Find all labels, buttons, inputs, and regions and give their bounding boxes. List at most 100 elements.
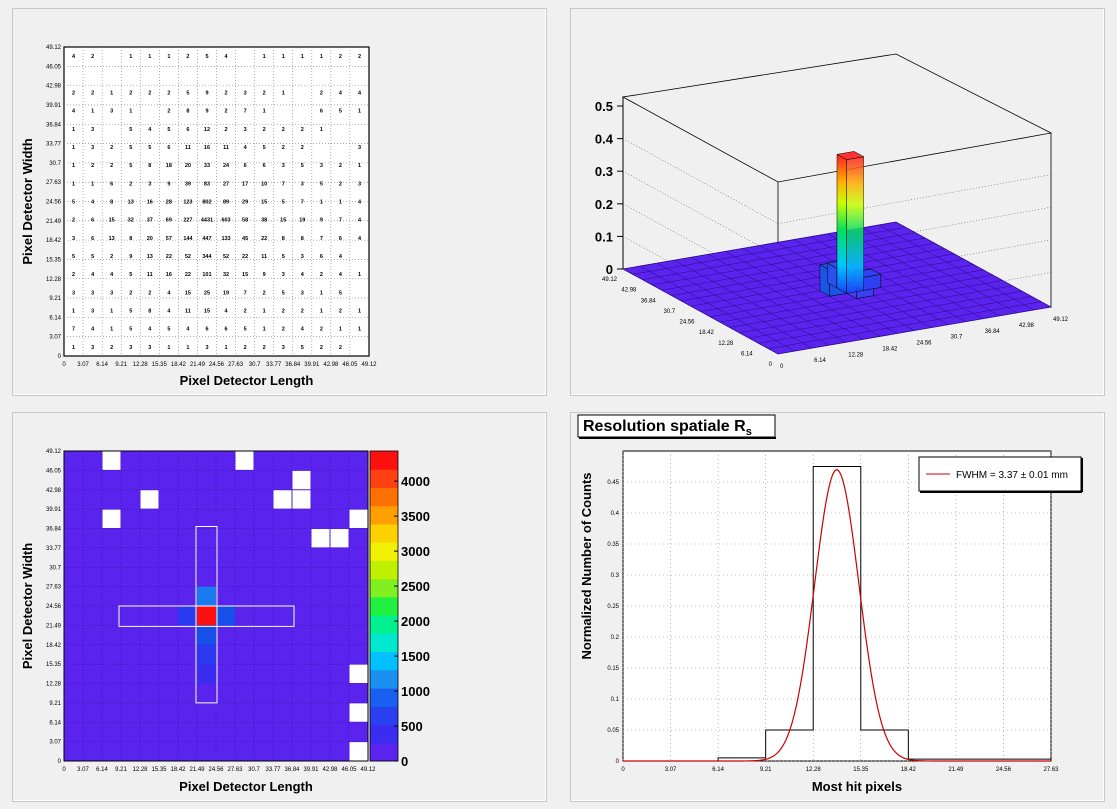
cell-value: 3 — [282, 163, 285, 169]
palette-tick-label: 1000 — [401, 684, 430, 699]
cell-value: 3 — [72, 290, 75, 296]
hot-cell — [178, 606, 197, 626]
cell-value: 8 — [186, 109, 189, 115]
z-tick-label: 0.1 — [595, 229, 613, 244]
cell-value: 5 — [301, 345, 304, 351]
x-tick-label: 0 — [62, 767, 66, 773]
cell-value: 1 — [263, 309, 266, 315]
cell-value: 4 — [72, 109, 76, 115]
cell-value: 11 — [223, 145, 229, 151]
y-tick-label: 27.63 — [46, 585, 62, 591]
x-tick-label: 27.63 — [227, 767, 243, 773]
palette-band — [370, 615, 398, 634]
y-tick-label: 18.42 — [46, 238, 62, 244]
z-tick-label: 0 — [606, 262, 613, 277]
cell-value: 447 — [202, 236, 211, 242]
cell-value: 39 — [185, 181, 191, 187]
floor-tick-label: 30.7 — [951, 335, 963, 341]
cell-value: 3 — [91, 127, 94, 133]
x-tick-label: 15.35 — [152, 362, 168, 368]
cell-value: 2 — [301, 309, 304, 315]
floor-tick-label: 12.28 — [718, 341, 734, 347]
cell-value: 25 — [204, 290, 210, 296]
x-tick-label: 36.84 — [285, 362, 301, 368]
cell-value: 2 — [148, 290, 151, 296]
empty-cell — [349, 703, 368, 722]
cell-value: 3 — [358, 181, 361, 187]
chart-title-subscript: s — [746, 426, 752, 438]
cell-value: 2 — [167, 90, 170, 96]
palette-band — [370, 560, 398, 580]
cell-value: 5 — [72, 200, 75, 206]
cell-value: 5 — [148, 145, 151, 151]
y-tick-label: 12.28 — [46, 277, 62, 283]
y-tick-label: 0.05 — [607, 728, 619, 734]
cell-value: 6 — [91, 236, 94, 242]
cell-value: 5 — [263, 145, 266, 151]
cell-value: 3 — [129, 345, 132, 351]
cell-value: 1 — [282, 54, 285, 60]
hot-cell — [197, 664, 216, 684]
cell-value: 6 — [205, 327, 208, 333]
cell-value: 7 — [320, 236, 323, 242]
cell-value: 2 — [339, 54, 342, 60]
cell-value: 1 — [186, 345, 189, 351]
cell-value: 5 — [320, 181, 323, 187]
y-tick-label: 36.84 — [46, 527, 62, 533]
cell-value: 6 — [110, 181, 113, 187]
cell-value: 1 — [72, 181, 75, 187]
x-tick-label: 21.49 — [190, 362, 206, 368]
floor-tick-label: 18.42 — [699, 330, 715, 336]
cell-value: 2 — [320, 345, 323, 351]
cell-value: 5 — [339, 290, 342, 296]
y-axis-title: Pixel Detector Width — [20, 543, 35, 669]
cell-value: 5 — [186, 90, 189, 96]
cell-value: 6 — [91, 218, 94, 224]
y-tick-label: 18.42 — [46, 643, 62, 649]
floor-tick-label: 24.56 — [679, 320, 695, 326]
cell-value: 15 — [261, 200, 267, 206]
y-axis-title: Normalized Number of Counts — [579, 472, 594, 659]
floor-grid — [739, 285, 1013, 333]
cell-value: 1 — [148, 54, 151, 60]
cell-value: 1 — [263, 109, 266, 115]
hot-cell — [197, 586, 216, 606]
pad-resolution: Resolution spatiale Rs 0 3.07 6.14 9.21 12.28… — [570, 412, 1105, 802]
peak-bar-front — [836, 153, 847, 294]
empty-cell — [292, 490, 311, 509]
floor-tick-label: 6.14 — [741, 351, 753, 357]
palette-tick-label: 2000 — [401, 614, 430, 629]
cell-value: 10 — [261, 181, 267, 187]
cell-value: 1 — [91, 181, 94, 187]
y-axis-title: Pixel Detector Width — [20, 138, 35, 264]
cell-value: 5 — [129, 127, 132, 133]
cell-value: 2 — [72, 90, 75, 96]
cell-value: 11 — [185, 309, 191, 315]
palette-band — [370, 706, 398, 726]
cell-value: 3 — [91, 145, 94, 151]
cell-value: 2 — [91, 54, 94, 60]
cell-value: 227 — [183, 218, 192, 224]
cell-value: 5 — [244, 327, 247, 333]
floor-tick-label: 12.28 — [848, 352, 864, 358]
cell-value: 45 — [242, 236, 248, 242]
lego-3d-chart: 00.10.20.30.40.549.1242.9836.8430.724.56… — [595, 53, 1069, 370]
y-tick-label: 30.7 — [49, 565, 61, 571]
cell-value: 133 — [221, 236, 230, 242]
cell-value: 89 — [223, 200, 229, 206]
y-tick-label: 21.49 — [46, 623, 62, 629]
x-tick-label: 3.07 — [77, 767, 89, 773]
cell-value: 8 — [301, 236, 304, 242]
cell-value: 5 — [282, 290, 285, 296]
cell-value: 8 — [129, 236, 132, 242]
cell-value: 4 — [225, 54, 229, 60]
cell-value: 6 — [225, 327, 228, 333]
cell-value: 1 — [72, 309, 75, 315]
palette-frame — [369, 450, 399, 762]
hot-cell — [197, 644, 216, 665]
cell-value: 38 — [261, 218, 267, 224]
cell-value: 1 — [110, 309, 113, 315]
cell-value: 2 — [72, 218, 75, 224]
floor-tick-label: 30.7 — [663, 309, 675, 315]
cell-value: 9 — [205, 90, 208, 96]
